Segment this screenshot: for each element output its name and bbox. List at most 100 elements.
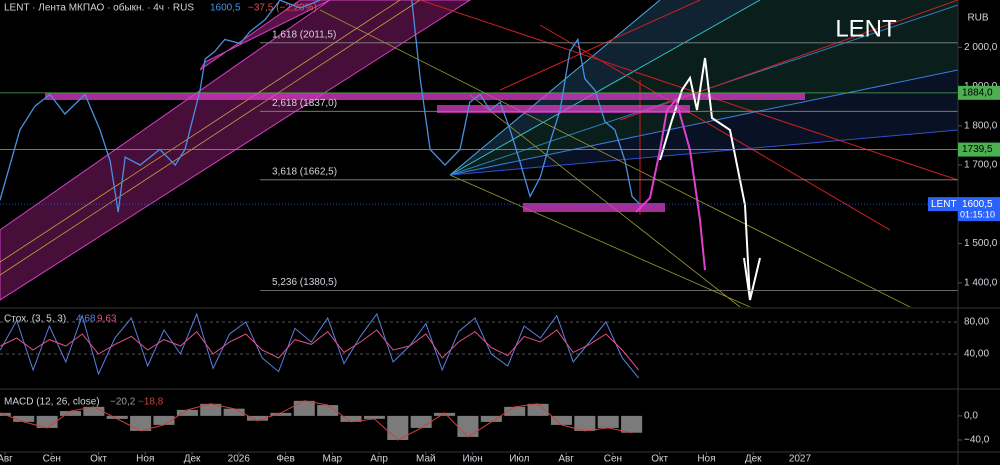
header-name: LENT · Лента МКПАО · обыкн. · 4ч · RUS [4,2,194,14]
stoch-line [0,312,639,379]
header-change: −37,5 (−2,29%) [248,3,317,14]
x-tick-label: Фев [276,454,294,465]
last-price-label: 1600,5 [962,199,993,210]
macd-bar [293,400,315,416]
stoch-d-label: 9,63 [97,314,117,325]
zone [437,105,690,113]
y-tick-label: 1 400,0 [964,277,998,288]
y-tick-label: 1 800,0 [964,120,998,131]
x-tick-label: Ноя [697,454,715,465]
x-tick-label: 2027 [789,454,812,465]
price-tag-label: 1739,5 [962,144,993,155]
macd-bar [457,415,479,437]
macd-bar [223,408,245,416]
stoch-tick-label: 80,00 [964,317,989,328]
y-tick-label: 2 000,0 [964,42,998,53]
stoch-line [0,329,639,371]
macd-bar [550,415,572,425]
fib-label: 5,236 (1380,5) [272,277,337,288]
price-line-series [0,0,641,213]
drawings [0,0,958,307]
fib-label: 1,618 (2011,5) [272,29,336,40]
channel [199,0,331,71]
stoch-k-label: 4,68 [76,314,96,325]
x-tick-label: Мар [323,454,343,465]
macd-pane [0,400,643,441]
x-tick-label: Авг [0,454,13,465]
x-tick-label: Сен [43,454,61,465]
macd-bar [574,415,596,431]
last-price-name-tag [928,197,958,212]
fan-line [449,129,958,176]
x-tick-label: Ноя [136,454,154,465]
macd-label: −20,2 [110,397,136,408]
y-tick-label: 1 700,0 [964,160,998,171]
stoch-title: Стох. (3, 5, 3) [4,314,66,325]
macd-title: MACD (12, 26, close) [4,397,100,408]
watermark: LENT [835,15,897,42]
x-tick-label: Апр [370,454,388,465]
macd-bar [36,415,58,428]
fib-label: 2,618 (1837,0) [272,98,337,109]
macd-bar [434,412,456,416]
main-pane [0,0,958,291]
trend-line [539,24,891,231]
macd-tick-label: −40,0 [964,435,990,446]
channel-line [0,0,401,263]
forecast [635,97,706,271]
fib-label: 3,618 (1662,5) [272,166,337,177]
y-tick-label: 1 500,0 [964,238,998,249]
price-tag-label: 1884,0 [962,87,993,98]
signal-label: −18,8 [138,397,164,408]
x-tick-label: Дек [745,454,762,465]
channel [0,0,471,301]
x-tick-label: Окт [651,454,668,465]
macd-bar [504,406,526,416]
trend-line [469,94,741,307]
x-tick-label: Май [416,454,436,465]
price-tag [958,85,1000,100]
macd-bar [480,415,502,422]
fan-line [449,0,761,176]
macd-bar [410,415,432,428]
last-price-name: LENT [931,199,957,210]
trend-line [449,174,751,307]
x-tick-label: 2026 [228,454,251,465]
macd-bar [363,415,385,419]
macd-bar [527,403,549,416]
price-tag [958,142,1000,157]
trend-line [499,0,701,91]
currency: RUB [967,13,988,24]
macd-bar [621,415,643,433]
last-price-tag [958,197,1000,222]
x-tick-label: Окт [90,454,107,465]
header-price: 1600,5 [210,3,241,14]
macd-bar [317,405,339,416]
x-tick-label: Июл [509,454,529,465]
macd-bar [246,415,269,421]
fan-line [449,0,661,176]
zone [523,203,665,212]
macd-bar [59,411,81,416]
x-tick-label: Дек [184,454,201,465]
macd-bar [153,415,175,425]
forecast-arrow [743,257,761,301]
countdown: 01:15:10 [960,210,995,220]
macd-tick-label: 0,0 [964,411,978,422]
macd-bar [597,415,619,428]
macd-bar [270,412,292,416]
fan-line [449,69,958,176]
macd-bar [83,406,105,416]
macd-line [0,400,632,441]
macd-bar [106,415,128,419]
zone [45,93,805,100]
fan-zone [450,0,958,175]
x-tick-label: Авг [558,454,574,465]
x-tick-label: Сен [604,454,622,465]
macd-bar [387,415,409,440]
channel-line [0,0,421,276]
trend-line [419,0,958,181]
macd-bar [176,409,198,416]
